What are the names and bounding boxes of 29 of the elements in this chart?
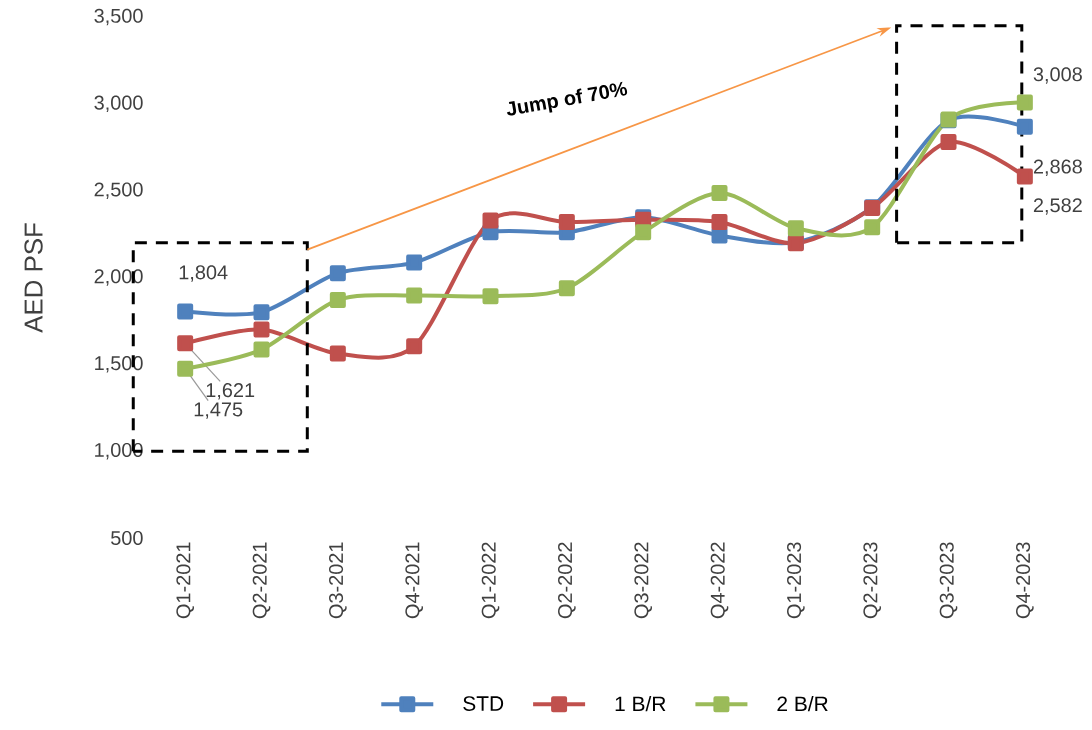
y-tick-label: 1,500 — [95, 356, 143, 373]
x-tick-label: Q3-2021 — [329, 542, 347, 619]
legend-label: 1 B/R — [615, 695, 666, 712]
x-tick-label: Q2-2023 — [863, 542, 882, 619]
legend-label: STD — [463, 696, 504, 711]
x-tick-label: Q1-2021 — [176, 542, 195, 619]
y-tick-label: 3,000 — [94, 95, 143, 113]
x-tick-label: Q3-2023 — [939, 542, 958, 619]
legend-label: 2 B/R — [777, 695, 828, 712]
data-label: 2,582 — [1033, 198, 1082, 215]
x-tick-label: Q2-2022 — [558, 542, 576, 619]
x-tick-label: Q2-2021 — [252, 542, 271, 619]
annotation: Jump of 70% — [506, 81, 628, 116]
x-tick-label: Q4-2022 — [710, 542, 729, 619]
x-tick-label: Q1-2023 — [787, 542, 805, 619]
y-tick-label: 2,500 — [94, 182, 143, 199]
x-tick-label: Q4-2021 — [405, 542, 424, 619]
data-label: 1,475 — [194, 402, 243, 419]
x-tick-label: Q3-2022 — [634, 542, 653, 619]
y-tick-label: 3,500 — [94, 8, 143, 26]
data-label: 2,868 — [1033, 159, 1082, 176]
x-tick-label: Q4-2023 — [1016, 542, 1034, 619]
y-axis-title: AED PSF — [24, 223, 43, 333]
data-label: 1,621 — [206, 383, 255, 400]
data-label: 3,008 — [1033, 67, 1082, 84]
data-label: 1,804 — [179, 265, 228, 282]
y-tick-label: 1,000 — [95, 442, 143, 460]
y-tick-label: 500 — [111, 530, 143, 546]
x-tick-label: Q1-2022 — [481, 542, 500, 619]
